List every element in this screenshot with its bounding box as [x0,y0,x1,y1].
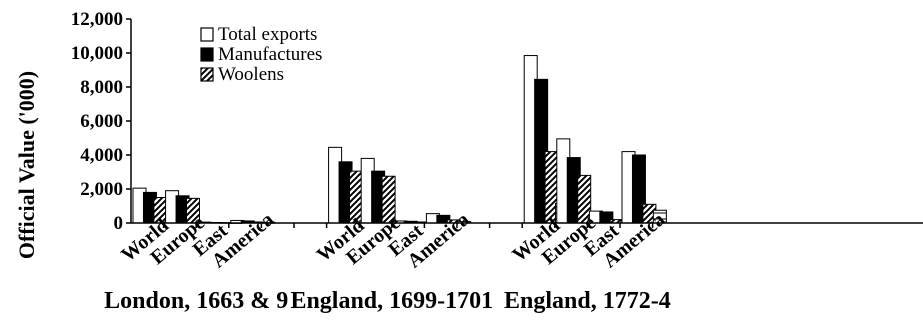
y-tick-label: 8,000 [80,77,123,98]
legend-swatch-woolens [200,67,214,82]
y-axis-title: Official Value ('000) [14,71,39,259]
y-tick-label: 12,000 [71,9,123,30]
group-label: England, 1772-4 [504,288,671,314]
group-label: England, 1699-1701 [290,288,493,314]
y-tick-label: 2,000 [80,179,123,200]
y-tick-label: 0 [114,213,124,234]
y-tick-label: 6,000 [80,111,123,132]
group-label: London, 1663 & 9 [104,288,288,314]
legend-label: Total exports [218,24,317,45]
y-tick-label: 4,000 [80,145,123,166]
y-axis: 0 2,000 4,000 6,000 8,000 10,000 12,000 [71,9,132,234]
legend-label: Woolens [218,64,284,85]
legend-swatch-total-exports [200,27,214,42]
bars [132,55,667,224]
y-tick-label: 10,000 [71,43,123,64]
legend-label: Manufactures [218,44,322,65]
bar-woolens [349,170,363,224]
legend-swatch-manufactures [200,47,214,62]
